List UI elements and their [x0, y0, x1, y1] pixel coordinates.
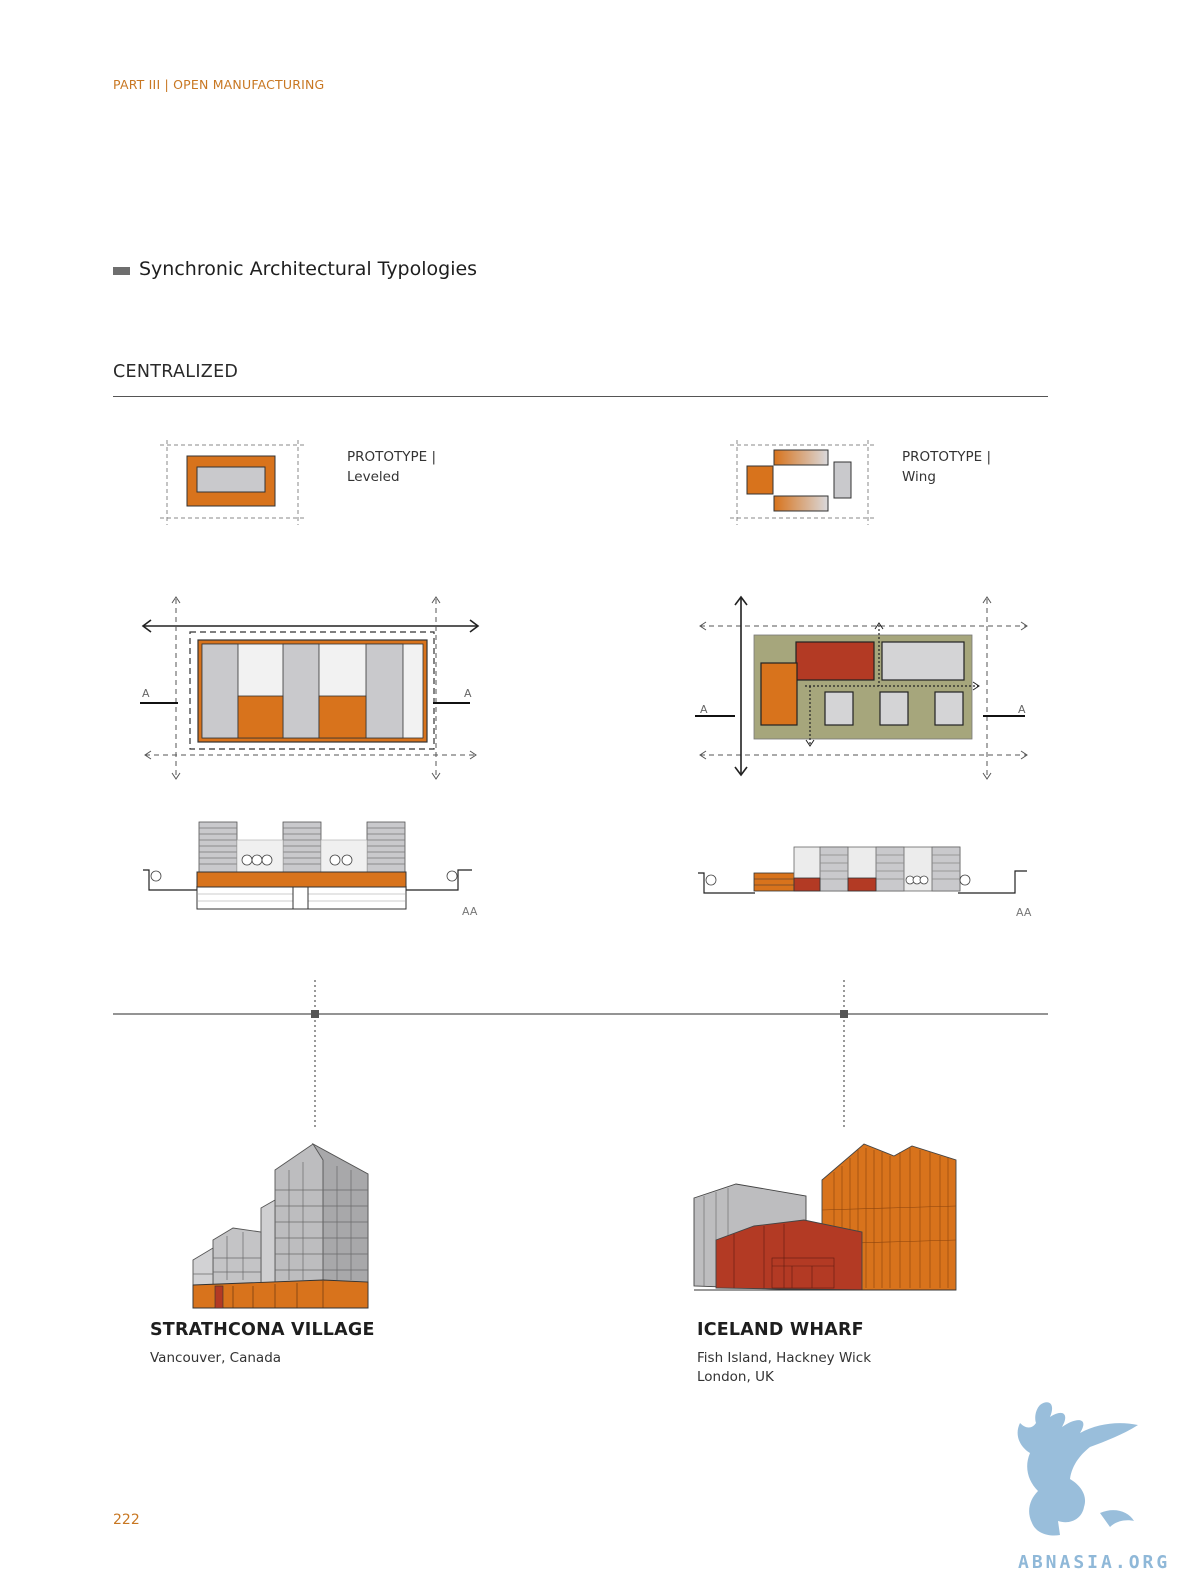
watermark-text: ABNASIA.ORG: [1018, 1552, 1171, 1573]
section-marker-a-right: A: [464, 687, 472, 700]
strathcona-village-illustration: [192, 1142, 369, 1309]
section-marker-a-right-2: A: [1018, 703, 1026, 716]
prototype-leveled-label: PROTOTYPE | Leveled: [347, 449, 437, 485]
iceland-wharf-illustration: [693, 1143, 957, 1291]
prototype-wing-label: PROTOTYPE | Wing: [902, 449, 992, 485]
prototype-leveled-icon: [160, 440, 305, 525]
section-title: Synchronic Architectural Typologies: [139, 258, 478, 280]
prototype-wing-icon: [730, 440, 875, 525]
section-marker-a-left-2: A: [700, 703, 708, 716]
case-location-iceland-wharf: Fish Island, Hackney Wick London, UK: [697, 1350, 872, 1385]
case-name-strathcona: STRATHCONA VILLAGE: [150, 1320, 375, 1340]
griffin-logo-icon: [1017, 1402, 1138, 1536]
section-rule: [113, 396, 1048, 397]
section-tag-aa-right: AA: [1016, 906, 1032, 919]
section-tag-aa-left: AA: [462, 905, 478, 918]
subsection-title: CENTRALIZED: [113, 362, 239, 382]
section-aa-wing: [698, 846, 1027, 894]
section-aa-leveled: [143, 821, 472, 910]
page-number: 222: [113, 1512, 140, 1528]
site-plan-leveled: [140, 596, 480, 780]
section-marker: [113, 267, 130, 275]
site-plan-wing: [695, 595, 1028, 780]
running-head: PART III | OPEN MANUFACTURING: [113, 77, 325, 92]
timeline: [113, 980, 1048, 1128]
case-name-iceland-wharf: ICELAND WHARF: [697, 1320, 864, 1340]
case-location-strathcona: Vancouver, Canada: [150, 1350, 282, 1366]
section-marker-a-left: A: [142, 687, 150, 700]
